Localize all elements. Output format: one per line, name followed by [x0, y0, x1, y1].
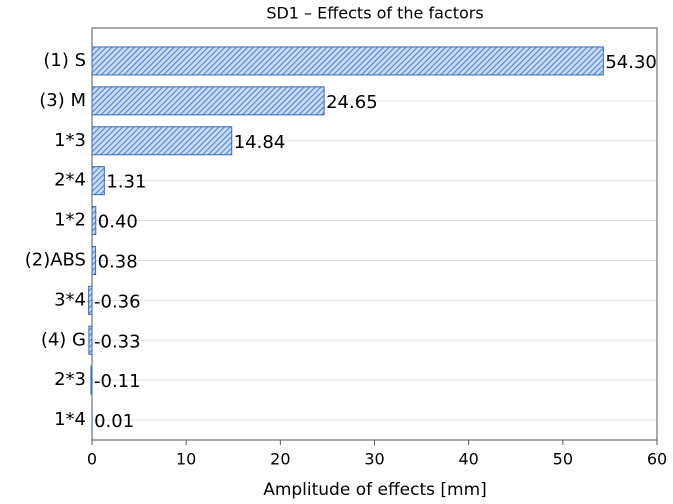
y-tick-label: (3) M	[39, 90, 86, 111]
x-tick-label: 60	[647, 450, 667, 469]
y-tick-label: (2)ABS	[25, 249, 86, 270]
y-tick-label: 1*4	[54, 409, 86, 430]
value-label: 24.65	[326, 92, 378, 113]
value-label: 0.40	[98, 212, 138, 233]
y-tick-label: (4) G	[41, 329, 86, 350]
bar	[91, 166, 105, 196]
chart-title: SD1 – Effects of the factors	[266, 4, 483, 23]
x-tick-label: 50	[553, 450, 573, 469]
value-label: 1.31	[106, 172, 146, 193]
bar	[91, 206, 97, 236]
x-tick-label: 0	[87, 450, 97, 469]
value-label: 14.84	[234, 132, 286, 153]
value-label: -0.36	[94, 291, 141, 312]
value-label: 0.38	[98, 251, 138, 272]
bar	[91, 126, 233, 156]
x-axis-label: Amplitude of effects [mm]	[263, 480, 487, 500]
value-label: -0.33	[94, 331, 141, 352]
value-label: -0.11	[94, 371, 141, 392]
x-tick-label: 40	[458, 450, 478, 469]
x-tick-label: 20	[270, 450, 290, 469]
value-label: 0.01	[94, 411, 134, 432]
y-tick-label: 2*4	[54, 170, 86, 191]
x-tick-label: 10	[176, 450, 196, 469]
value-label: 54.30	[605, 52, 657, 73]
bar	[91, 245, 97, 275]
y-tick-label: 1*2	[54, 210, 86, 231]
bar	[88, 285, 93, 315]
y-tick-label: 1*3	[54, 130, 86, 151]
bar	[88, 325, 93, 355]
bar	[90, 365, 93, 395]
y-tick-label: 2*3	[54, 369, 86, 390]
y-tick-label: (1) S	[43, 50, 86, 71]
bar	[91, 46, 604, 76]
bar	[91, 86, 325, 116]
x-tick-label: 30	[364, 450, 384, 469]
y-tick-label: 3*4	[54, 289, 86, 310]
